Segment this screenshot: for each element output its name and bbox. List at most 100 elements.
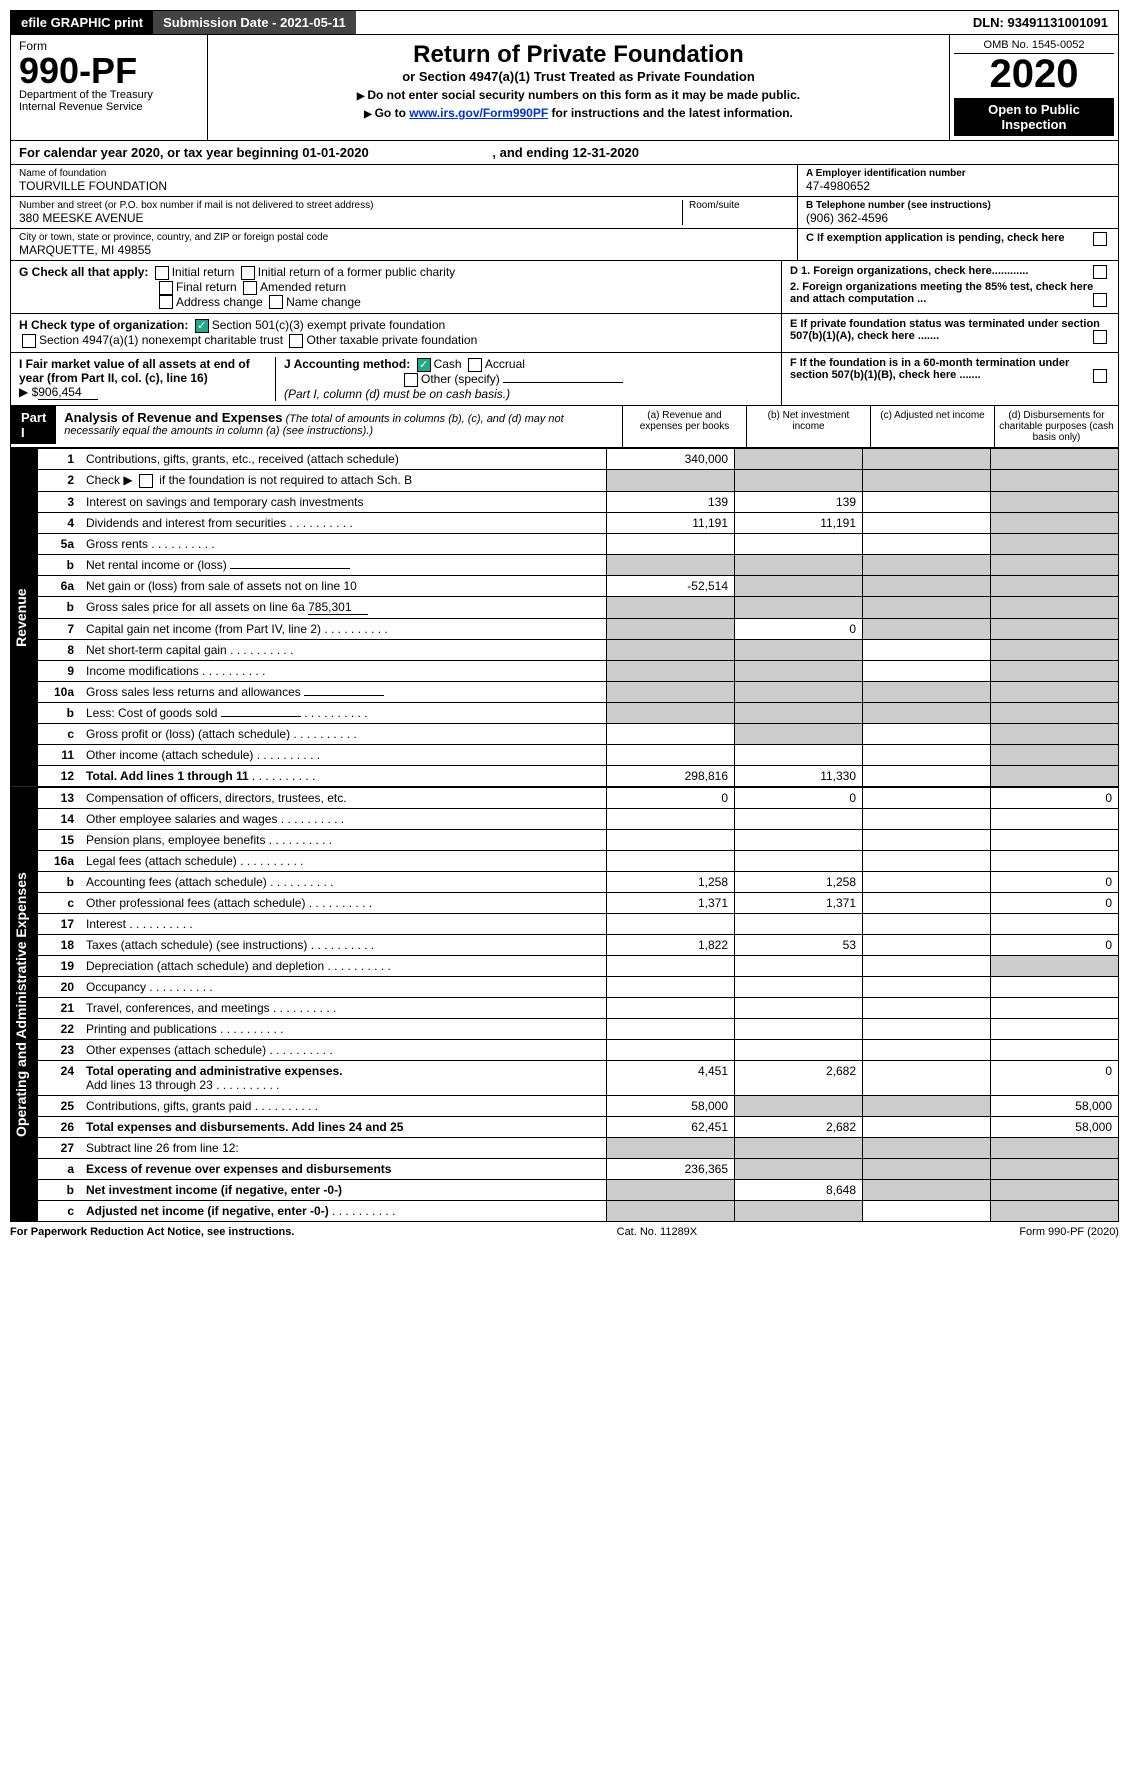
city-cell: City or town, state or province, country… (11, 229, 797, 260)
submission-date-button[interactable]: Submission Date - 2021-05-11 (153, 11, 356, 34)
revenue-section: Revenue 1Contributions, gifts, grants, e… (10, 448, 1119, 787)
e-checkbox[interactable] (1093, 330, 1107, 344)
j-cash-checkbox[interactable] (417, 358, 431, 372)
line-10b: bLess: Cost of goods sold (38, 702, 1119, 723)
name-label: Name of foundation (19, 168, 789, 179)
form-title: Return of Private Foundation (214, 41, 943, 69)
instr-2-prefix: Go to (364, 106, 409, 120)
line-4: 4Dividends and interest from securities1… (38, 512, 1119, 533)
top-bar: efile GRAPHIC print Submission Date - 20… (10, 10, 1119, 35)
d2-checkbox[interactable] (1093, 293, 1107, 307)
revenue-lines: 1Contributions, gifts, grants, etc., rec… (37, 448, 1119, 787)
d2-label: 2. Foreign organizations meeting the 85%… (790, 281, 1093, 305)
irs-link[interactable]: www.irs.gov/Form990PF (409, 106, 548, 120)
expenses-side-label: Operating and Administrative Expenses (11, 787, 37, 1222)
g-initial-former-checkbox[interactable] (241, 266, 255, 280)
line-9: 9Income modifications (38, 660, 1119, 681)
col-b-header: (b) Net investment income (746, 406, 870, 447)
instr-1: Do not enter social security numbers on … (214, 88, 943, 102)
info-left: Name of foundation TOURVILLE FOUNDATION … (11, 165, 798, 260)
line-12: 12Total. Add lines 1 through 11298,81611… (38, 765, 1119, 786)
g-name-checkbox[interactable] (269, 295, 283, 309)
header-mid: Return of Private Foundation or Section … (208, 35, 949, 140)
info-right: A Employer identification number 47-4980… (798, 165, 1118, 260)
line-27c: cAdjusted net income (if negative, enter… (38, 1200, 1119, 1221)
box-f: F If the foundation is in a 60-month ter… (781, 353, 1118, 405)
d1-checkbox[interactable] (1093, 265, 1107, 279)
line-26: 26Total expenses and disbursements. Add … (38, 1116, 1119, 1137)
cal-year-end: , and ending 12-31-2020 (492, 145, 639, 160)
line-6b: bGross sales price for all assets on lin… (38, 596, 1119, 618)
part1-badge: Part I (11, 406, 56, 444)
h-4947: Section 4947(a)(1) nonexempt charitable … (39, 333, 283, 347)
line-16c: cOther professional fees (attach schedul… (38, 892, 1119, 913)
g-final: Final return (176, 280, 237, 294)
col-a-header: (a) Revenue and expenses per books (622, 406, 746, 447)
line-21: 21Travel, conferences, and meetings (38, 997, 1119, 1018)
address-cell: Number and street (or P.O. box number if… (11, 197, 797, 229)
i-prefix: ▶ $ (19, 385, 38, 399)
revenue-table: 1Contributions, gifts, grants, etc., rec… (37, 448, 1119, 787)
line-13: 13Compensation of officers, directors, t… (38, 787, 1119, 808)
page-footer: For Paperwork Reduction Act Notice, see … (10, 1222, 1119, 1242)
col-c-header: (c) Adjusted net income (870, 406, 994, 447)
g-address-checkbox[interactable] (159, 295, 173, 309)
calendar-year-row: For calendar year 2020, or tax year begi… (10, 141, 1119, 165)
city-label: City or town, state or province, country… (19, 232, 789, 243)
line-10c: cGross profit or (loss) (attach schedule… (38, 723, 1119, 744)
line-24: 24Total operating and administrative exp… (38, 1060, 1119, 1095)
form-page: efile GRAPHIC print Submission Date - 20… (0, 0, 1129, 1252)
dln-label: DLN: 93491131001091 (963, 11, 1118, 34)
line-8: 8Net short-term capital gain (38, 639, 1119, 660)
col-d-header: (d) Disbursements for charitable purpose… (994, 406, 1118, 447)
ein-label: A Employer identification number (806, 168, 1110, 179)
city: MARQUETTE, MI 49855 (19, 243, 789, 257)
h-other-checkbox[interactable] (289, 334, 303, 348)
d1-label: D 1. Foreign organizations, check here..… (790, 265, 1028, 277)
line-22: 22Printing and publications (38, 1018, 1119, 1039)
check-row-ij: I Fair market value of all assets at end… (10, 353, 1119, 406)
instr-2-tail: for instructions and the latest informat… (548, 106, 793, 120)
tel-label: B Telephone number (see instructions) (806, 200, 1110, 211)
box-ij: I Fair market value of all assets at end… (11, 353, 781, 405)
part1-title: Analysis of Revenue and Expenses (64, 410, 282, 425)
form-header: Form 990-PF Department of the Treasury I… (10, 35, 1119, 141)
c-checkbox[interactable] (1093, 232, 1107, 246)
line-16a: 16aLegal fees (attach schedule) (38, 850, 1119, 871)
efile-print-button[interactable]: efile GRAPHIC print (11, 11, 153, 34)
box-h: H Check type of organization: Section 50… (11, 314, 781, 352)
f-checkbox[interactable] (1093, 369, 1107, 383)
tax-year: 2020 (954, 54, 1114, 94)
irs-label: Internal Revenue Service (19, 101, 199, 113)
g-final-checkbox[interactable] (159, 281, 173, 295)
footer-right: Form 990-PF (2020) (1019, 1226, 1119, 1238)
line-19: 19Depreciation (attach schedule) and dep… (38, 955, 1119, 976)
expenses-section: Operating and Administrative Expenses 13… (10, 787, 1119, 1222)
check-row-g: G Check all that apply: Initial return I… (10, 261, 1119, 314)
g-initial-checkbox[interactable] (155, 266, 169, 280)
line2-checkbox[interactable] (139, 474, 153, 488)
addr-label: Number and street (or P.O. box number if… (19, 200, 682, 211)
line-7: 7Capital gain net income (from Part IV, … (38, 618, 1119, 639)
g-address: Address change (176, 295, 263, 309)
j-note: (Part I, column (d) must be on cash basi… (284, 387, 510, 401)
g-initial-former: Initial return of a former public charit… (258, 265, 455, 279)
ein: 47-4980652 (806, 179, 1110, 193)
part1-header-row: Part I Analysis of Revenue and Expenses … (10, 406, 1119, 448)
open-inspection: Open to Public Inspection (954, 98, 1114, 136)
h-4947-checkbox[interactable] (22, 334, 36, 348)
h-501c3-checkbox[interactable] (195, 319, 209, 333)
box-d: D 1. Foreign organizations, check here..… (781, 261, 1118, 313)
foundation-name: TOURVILLE FOUNDATION (19, 179, 789, 193)
j-other-checkbox[interactable] (404, 373, 418, 387)
footer-left: For Paperwork Reduction Act Notice, see … (10, 1226, 294, 1238)
tel: (906) 362-4596 (806, 211, 1110, 225)
dept-label: Department of the Treasury (19, 89, 199, 101)
j-accrual-checkbox[interactable] (468, 358, 482, 372)
line-1: 1Contributions, gifts, grants, etc., rec… (38, 448, 1119, 469)
g-amended-checkbox[interactable] (243, 281, 257, 295)
foundation-name-cell: Name of foundation TOURVILLE FOUNDATION (11, 165, 797, 197)
i-label: I Fair market value of all assets at end… (19, 357, 250, 385)
line-27a: aExcess of revenue over expenses and dis… (38, 1158, 1119, 1179)
i-value: 906,454 (38, 385, 98, 400)
